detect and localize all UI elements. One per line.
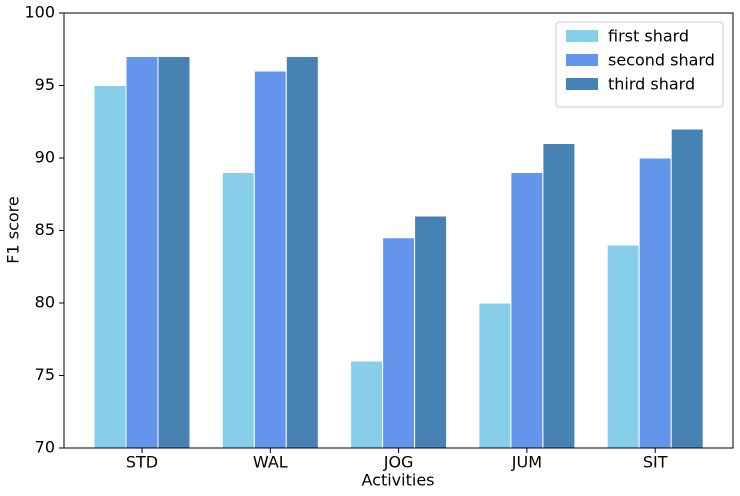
bar <box>382 237 416 449</box>
bar <box>414 215 448 449</box>
bar <box>670 128 704 449</box>
y-tick-label: 85 <box>35 220 55 239</box>
bar <box>221 172 255 449</box>
bar <box>253 70 287 449</box>
bar <box>542 143 576 449</box>
legend-label: third shard <box>608 75 695 94</box>
y-tick-label: 70 <box>35 438 55 457</box>
y-tick-label: 80 <box>35 293 55 312</box>
bar <box>478 302 512 449</box>
x-tick-label: JUM <box>511 453 542 472</box>
plot-frame <box>63 12 734 449</box>
x-tick-label: WAL <box>253 453 288 472</box>
y-tick-label: 90 <box>35 148 55 167</box>
x-axis-label: Activities <box>362 471 435 490</box>
legend-label: first shard <box>608 27 689 46</box>
bar <box>125 56 159 449</box>
bar <box>350 360 384 449</box>
x-tick-label: STD <box>126 453 158 472</box>
y-tick-label: 75 <box>35 365 55 384</box>
x-tick-label: SIT <box>643 453 668 472</box>
y-axis-label: F1 score <box>4 196 23 263</box>
y-tick-label: 95 <box>35 75 55 94</box>
bar <box>510 172 544 449</box>
legend-swatch <box>566 78 598 90</box>
bar <box>606 244 640 449</box>
bar <box>93 85 127 449</box>
bar <box>285 56 319 449</box>
legend-swatch <box>566 30 598 42</box>
x-tick-label: JOG <box>383 453 414 472</box>
legend-swatch <box>566 54 598 66</box>
bar <box>638 157 672 449</box>
bar <box>157 56 191 449</box>
legend-label: second shard <box>608 51 715 70</box>
y-tick-label: 100 <box>24 3 55 22</box>
